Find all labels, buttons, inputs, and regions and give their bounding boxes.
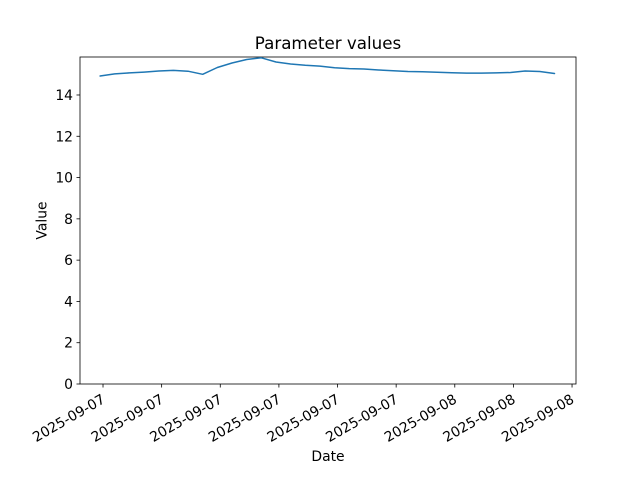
y-tick-label: 8 <box>64 212 73 228</box>
axes-spines <box>79 56 577 385</box>
y-tick-label: 10 <box>55 171 73 187</box>
y-tick-label: 12 <box>55 129 73 145</box>
parameter-series-line <box>99 57 556 77</box>
x-axis-label: Date <box>311 449 344 465</box>
y-tick-label: 2 <box>64 336 73 352</box>
chart-title: Parameter values <box>255 33 401 53</box>
y-tick-label: 4 <box>64 294 73 310</box>
y-tick-label: 6 <box>64 253 73 269</box>
y-axis-label: Value <box>35 201 51 239</box>
y-tick-label: 0 <box>64 377 73 393</box>
y-tick-label: 14 <box>55 88 73 104</box>
axes-area: 024681012142025-09-072025-09-072025-09-0… <box>30 56 577 446</box>
